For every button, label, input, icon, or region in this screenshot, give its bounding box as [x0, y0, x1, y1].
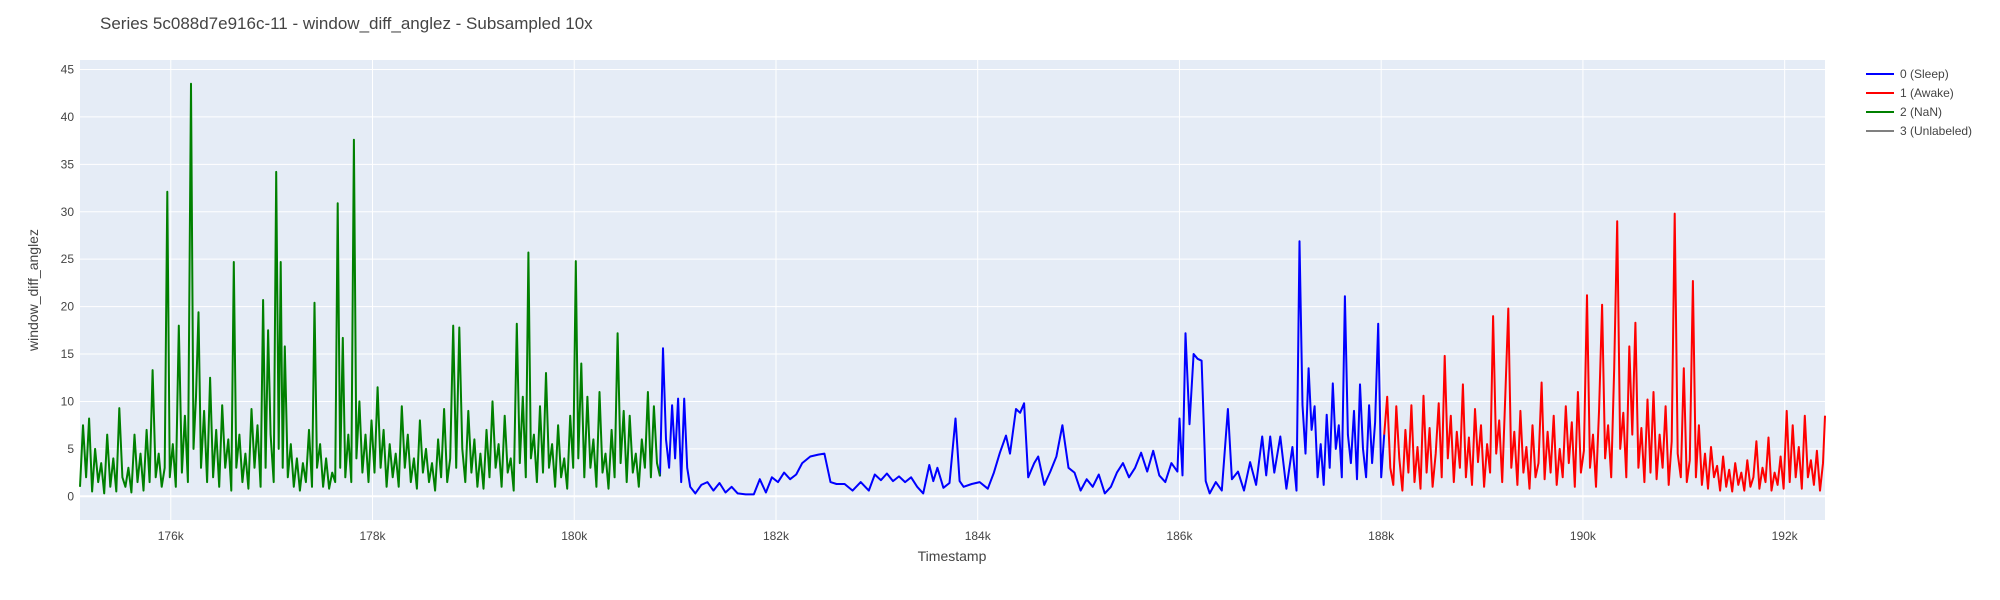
legend-item[interactable]: 3 (Unlabeled) [1866, 124, 1972, 138]
chart-title: Series 5c088d7e916c-11 - window_diff_ang… [100, 14, 593, 33]
series-layer [79, 82, 1826, 496]
x-tick-label: 188k [1368, 529, 1395, 543]
legend-label: 2 (NaN) [1900, 105, 1942, 119]
x-tick-label: 184k [965, 529, 992, 543]
x-tick-label: 182k [763, 529, 790, 543]
legend-item[interactable]: 2 (NaN) [1866, 105, 1942, 119]
x-tick-label: 192k [1772, 529, 1799, 543]
y-tick-label: 20 [61, 300, 75, 314]
y-tick-label: 35 [61, 157, 75, 171]
x-axis-ticks: 176k 178k 180k 182k 184k 186k 188k 190k 192k [158, 529, 1799, 543]
x-tick-label: 178k [359, 529, 386, 543]
y-tick-label: 30 [61, 205, 75, 219]
y-axis-ticks: 0 5 10 15 20 25 30 35 40 45 [61, 62, 75, 503]
y-tick-label: 25 [61, 252, 75, 266]
y-axis-title: window_diff_anglez [25, 229, 41, 352]
legend-label: 1 (Awake) [1900, 86, 1954, 100]
y-tick-label: 5 [67, 442, 74, 456]
y-tick-label: 0 [67, 489, 74, 503]
legend: 0 (Sleep) 1 (Awake) 2 (NaN) 3 (Unlabeled) [1866, 67, 1972, 138]
y-tick-label: 10 [61, 394, 75, 408]
x-axis-title: Timestamp [918, 548, 987, 564]
x-tick-label: 186k [1166, 529, 1193, 543]
y-tick-label: 15 [61, 347, 75, 361]
x-tick-label: 180k [561, 529, 588, 543]
legend-label: 3 (Unlabeled) [1900, 124, 1972, 138]
x-tick-label: 176k [158, 529, 185, 543]
legend-item[interactable]: 1 (Awake) [1866, 86, 1954, 100]
legend-item[interactable]: 0 (Sleep) [1866, 67, 1949, 81]
series-line-2 [79, 82, 661, 495]
x-tick-label: 190k [1570, 529, 1597, 543]
series-line-0 [659, 240, 1386, 496]
y-tick-label: 40 [61, 110, 75, 124]
legend-label: 0 (Sleep) [1900, 67, 1949, 81]
y-tick-label: 45 [61, 62, 75, 76]
series-line-1 [1383, 212, 1826, 493]
